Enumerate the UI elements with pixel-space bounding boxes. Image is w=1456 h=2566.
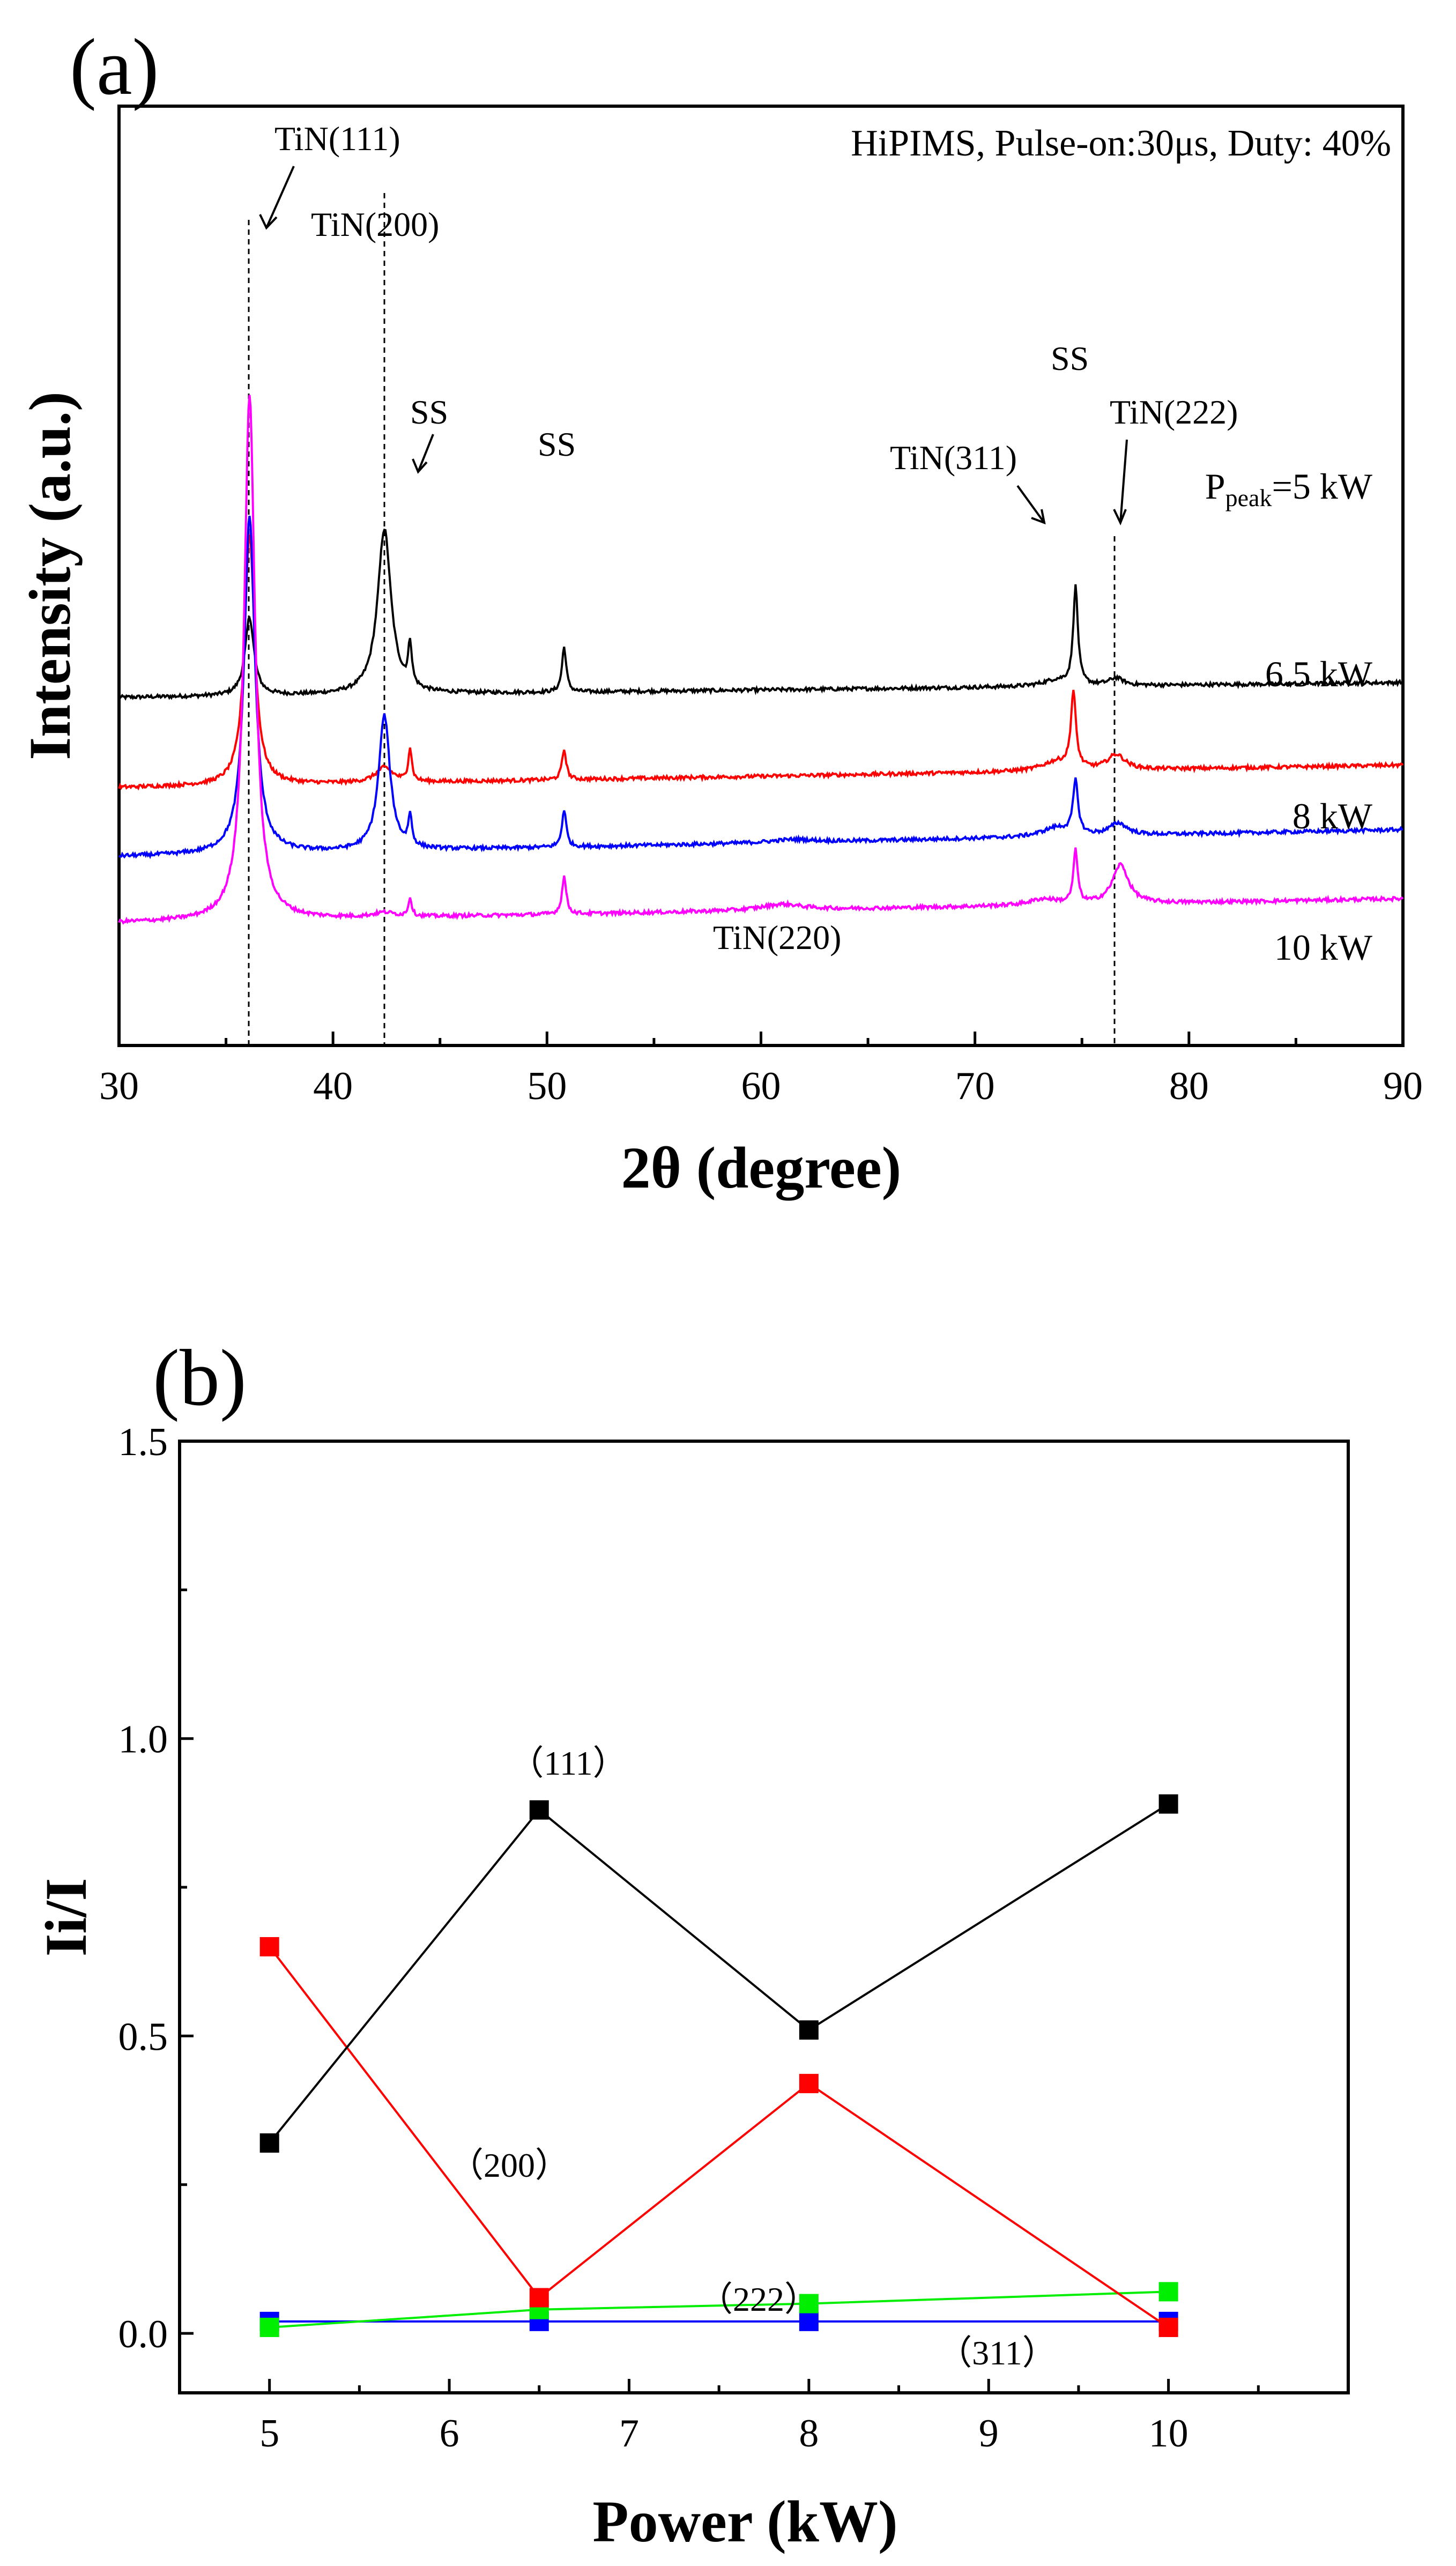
series-label-111: （111） bbox=[509, 1744, 627, 1782]
data-point-2-3 bbox=[1158, 2282, 1178, 2302]
annotation-tin222-arrowhead bbox=[1113, 509, 1127, 525]
panel-a-x-axis-title: 2θ (degree) bbox=[621, 1135, 902, 1200]
series-line-2 bbox=[269, 2290, 1169, 2328]
annotation-tin111-arrow bbox=[265, 166, 295, 228]
panel-b-x-ticks bbox=[268, 2379, 1260, 2393]
panel-b-y-tick-label: 0.5 bbox=[118, 2015, 168, 2059]
panel-a-x-tick-label: 80 bbox=[1169, 1064, 1209, 1108]
panel-a-label: (a) bbox=[70, 23, 159, 112]
panel-b-x-tick-label: 5 bbox=[259, 2412, 279, 2456]
annotation-tin220: TiN(220) bbox=[713, 918, 841, 956]
panel-a-x-tick-label: 40 bbox=[313, 1064, 353, 1108]
panel-b-x-tick-labels: 5 6 7 8 9 10 bbox=[259, 2412, 1188, 2456]
data-point-0-2 bbox=[799, 2020, 819, 2040]
annotation-tin200: TiN(200) bbox=[311, 205, 439, 243]
panel-a-x-tick-label: 50 bbox=[527, 1064, 567, 1108]
xrd-pattern-6-5kw bbox=[118, 534, 1404, 791]
data-point-0-1 bbox=[529, 1800, 549, 1820]
panel-b-y-ticks bbox=[180, 1440, 194, 2335]
series-label-200: （200） bbox=[449, 2146, 569, 2184]
panel-b-x-axis-title: Power (kW) bbox=[592, 2489, 897, 2554]
panel-a-x-tick-label: 60 bbox=[741, 1064, 781, 1108]
series-line-0 bbox=[269, 1803, 1169, 2144]
annotation-tin222-arrow bbox=[1119, 439, 1128, 523]
panel-a-x-tick-label: 90 bbox=[1383, 1064, 1423, 1108]
data-point-2-2 bbox=[799, 2294, 819, 2313]
panel-a-y-axis-title: Intensity (a.u.) bbox=[17, 391, 83, 760]
annotation-ss-2: SS bbox=[538, 425, 576, 463]
annotation-tin311: TiN(311) bbox=[890, 439, 1017, 477]
annotation-tin311-arrowhead bbox=[1031, 509, 1046, 525]
panel-a-x-tick-label: 70 bbox=[955, 1064, 995, 1108]
series-label-10kw: 10 kW bbox=[1274, 927, 1373, 968]
series-line-1 bbox=[269, 1946, 1169, 2328]
panel-b-y-tick-labels: 0.0 0.5 1.0 1.5 bbox=[118, 1420, 168, 2356]
panel-a-x-ticks bbox=[117, 1032, 1405, 1045]
series-label-5kw-sub: peak bbox=[1225, 484, 1272, 511]
data-point-2-0 bbox=[259, 2317, 279, 2337]
series-label-5kw-p: P bbox=[1205, 466, 1225, 507]
data-point-1-0 bbox=[259, 1937, 279, 1956]
panel-b-y-axis-title: Ii/I bbox=[33, 1878, 99, 1957]
panel-b-frame bbox=[178, 1440, 1350, 2394]
series-label-8kw: 8 kW bbox=[1292, 796, 1373, 836]
annotation-ss-1-arrowhead bbox=[412, 458, 428, 474]
xrd-pattern-8kw bbox=[118, 515, 1403, 859]
panel-b-x-tick-label: 7 bbox=[619, 2412, 639, 2456]
annotation-tin311-arrow bbox=[1016, 485, 1045, 524]
panel-b-y-tick-label: 0.0 bbox=[118, 2312, 168, 2356]
xrd-pattern-10kw bbox=[118, 395, 1404, 925]
panel-b-x-tick-label: 10 bbox=[1149, 2412, 1188, 2456]
data-point-1-1 bbox=[529, 2288, 549, 2308]
xrd-pattern-5kw bbox=[118, 528, 1404, 701]
series-label-311: （311） bbox=[938, 2334, 1057, 2372]
panel-b-x-tick-label: 8 bbox=[799, 2412, 819, 2456]
series-label-5kw-rest: =5 kW bbox=[1272, 466, 1372, 507]
series-label-5kw: Ppeak=5 kW bbox=[1205, 466, 1373, 511]
annotation-ss-3: SS bbox=[1051, 339, 1089, 377]
annotation-ss-1: SS bbox=[410, 393, 448, 431]
data-point-0-3 bbox=[1158, 1794, 1178, 1814]
annotation-ss-1-arrow bbox=[417, 434, 434, 472]
panel-a-patterns bbox=[118, 395, 1404, 925]
series-label-6-5kw: 6.5 kW bbox=[1265, 654, 1373, 694]
panel-b-label: (b) bbox=[153, 1333, 247, 1422]
panel-a-x-tick-labels: 30 40 50 60 70 80 90 bbox=[99, 1064, 1423, 1108]
panel-b-x-tick-label: 9 bbox=[979, 2412, 999, 2456]
panel-b-x-tick-label: 6 bbox=[440, 2412, 459, 2456]
annotation-tin111-arrowhead bbox=[259, 214, 278, 230]
series-label-222: （222） bbox=[699, 2280, 819, 2318]
data-point-1-3 bbox=[1158, 2317, 1178, 2337]
panel-b-y-tick-label: 1.5 bbox=[118, 1420, 168, 1464]
panel-b-series bbox=[259, 1794, 1178, 2337]
annotation-tin222: TiN(222) bbox=[1110, 393, 1238, 431]
panel-a-title: HiPIMS, Pulse-on:30μs, Duty: 40% bbox=[851, 123, 1391, 164]
annotation-tin111: TiN(111) bbox=[274, 120, 400, 158]
panel-b-y-tick-label: 1.0 bbox=[118, 1718, 168, 1762]
data-point-3-2 bbox=[799, 2311, 819, 2331]
panel-a-x-tick-label: 30 bbox=[99, 1064, 139, 1108]
data-point-1-2 bbox=[799, 2074, 819, 2094]
data-point-0-0 bbox=[259, 2133, 279, 2153]
panel-a-frame bbox=[117, 105, 1405, 1047]
